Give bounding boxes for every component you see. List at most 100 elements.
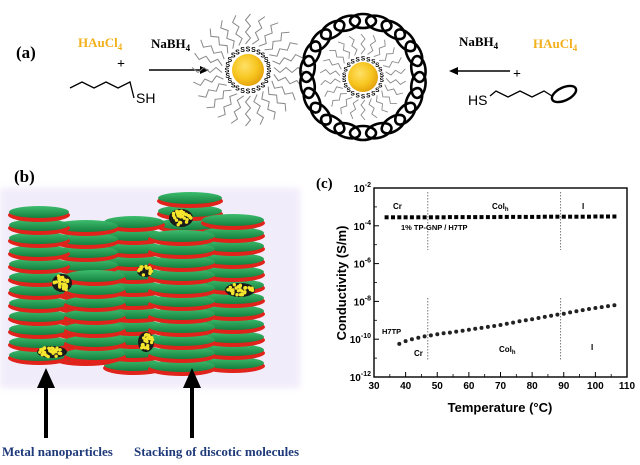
discotic-disc — [54, 259, 118, 271]
panel-b-label: (b) — [14, 167, 35, 186]
gold-particle — [40, 353, 44, 357]
discotic-core-ring — [348, 124, 378, 142]
data-point — [435, 332, 440, 337]
gold-nanoparticle-cluster — [138, 332, 155, 352]
data-point — [517, 214, 522, 219]
spacer-chain — [385, 77, 407, 85]
spacer-chain — [348, 35, 358, 56]
gold-particle — [173, 216, 177, 220]
data-point — [555, 214, 560, 219]
right-hs-label: HS — [468, 92, 487, 108]
discotic-disc — [202, 253, 264, 265]
gold-particle — [52, 348, 56, 353]
discotic-core-ring — [409, 54, 427, 84]
discotic-core-ring — [409, 70, 427, 100]
data-point — [454, 215, 459, 220]
x-tick-label: 40 — [400, 381, 412, 392]
discotic-core-ring — [299, 54, 317, 84]
data-point — [542, 314, 547, 319]
discotic-core-ring — [319, 113, 346, 135]
alkyl-ligand-chain — [264, 31, 290, 51]
gold-particle — [42, 346, 47, 350]
discotic-core-ring — [404, 86, 424, 114]
gold-particle — [171, 211, 176, 216]
gold-particle — [236, 284, 241, 289]
left-nabh4-label: NaBH4 — [151, 36, 191, 53]
sulfur-atom-label: S — [355, 56, 360, 63]
sulfur-atom-label: S — [225, 73, 230, 80]
gold-core — [232, 54, 264, 86]
gold-particle — [140, 343, 145, 347]
data-point — [428, 333, 433, 338]
alkyl-ligand-chain — [269, 42, 298, 57]
right-pointer-head — [183, 368, 201, 388]
alkyl-ligand-chain — [267, 86, 287, 112]
discotic-core-ring — [299, 70, 317, 100]
sulfur-atom-label: S — [378, 82, 383, 89]
gold-particle — [58, 285, 62, 289]
gold-particle — [146, 346, 150, 351]
gold-particle — [176, 214, 180, 218]
discotic-disc — [54, 220, 118, 232]
discotic-disc — [158, 192, 222, 204]
alkyl-ligand-chain — [200, 39, 225, 60]
sulfur-atom-label: S — [361, 56, 366, 63]
discotic-core-ring — [309, 28, 333, 53]
spacer-chain — [360, 33, 366, 55]
data-point — [384, 215, 389, 220]
alkyl-ligand-chain — [252, 16, 266, 45]
sulfur-atom-label: S — [371, 59, 376, 66]
discotic-disc — [9, 258, 69, 270]
sulfur-atom-label: S — [227, 57, 232, 64]
alkyl-ligand-chain — [253, 94, 265, 125]
discotic-disc — [9, 323, 69, 335]
discotic-core-ring — [364, 14, 393, 33]
discotic-disc — [9, 297, 69, 309]
lower-series-label: H7TP — [382, 327, 401, 336]
chart-axes: 30 40 50 60 70 80 90 100 11010-1210-1010-810-610… — [350, 182, 636, 392]
sulfur-atom-label: S — [346, 87, 351, 94]
spacer-chain — [385, 68, 406, 76]
sulfur-atom-label: S — [246, 89, 251, 96]
discotic-disc — [65, 348, 125, 360]
sulfur-atom-label: S — [342, 72, 347, 79]
alkyl-ligand-chain — [273, 74, 302, 88]
x-tick-label: 60 — [463, 381, 475, 392]
discotic-disc — [202, 240, 264, 252]
gold-nanoparticle-cluster — [169, 209, 193, 227]
sulfur-atom-label: S — [231, 53, 236, 60]
sulfur-atom-label: S — [371, 90, 376, 97]
alkyl-ligand-chain — [261, 91, 276, 120]
discotic-disc — [9, 219, 69, 231]
sulfur-atom-label: S — [266, 73, 271, 80]
discotic-disc — [202, 214, 264, 226]
data-point — [568, 310, 573, 315]
spacer-chain — [367, 35, 377, 55]
data-point — [441, 215, 446, 220]
gold-particle — [58, 348, 62, 352]
alkyl-ligand-chain — [244, 13, 252, 45]
gold-core — [348, 62, 378, 92]
data-point — [587, 307, 591, 311]
discotic-core-ring — [348, 12, 378, 30]
discotic-columns — [0, 188, 300, 388]
alkyl-ligand-chain — [273, 66, 305, 74]
discotic-core-ring — [404, 40, 424, 68]
data-point — [599, 214, 604, 219]
data-point — [428, 215, 433, 220]
data-point — [473, 326, 478, 331]
data-point — [397, 341, 402, 346]
sulfur-atom-label: S — [375, 87, 380, 94]
discotic-core-ring — [309, 101, 333, 126]
gold-particle — [177, 210, 182, 214]
data-point — [504, 321, 509, 326]
sulfur-atom-label: S — [378, 67, 383, 74]
data-point — [593, 306, 598, 310]
sulfur-atom-label: S — [261, 53, 266, 60]
sulfur-atom-label: S — [355, 93, 360, 100]
sulfur-atom-label: S — [225, 68, 230, 75]
discotic-disc — [202, 357, 264, 369]
data-point — [498, 214, 503, 219]
sulfur-atom-label: S — [264, 57, 269, 64]
